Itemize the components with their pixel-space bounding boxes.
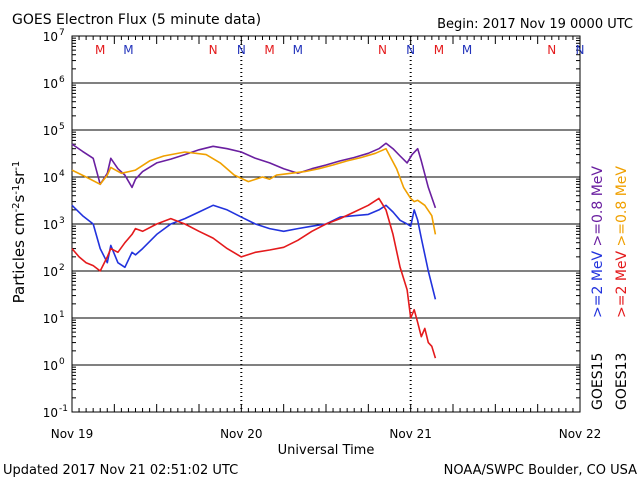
x-tick-label-3: Nov 22 [559, 427, 602, 441]
y-tick-sup-5: 4 [59, 169, 65, 179]
legend-entry-0-0: >=2 MeV [590, 250, 606, 318]
legend-entry-0-1: >=0.8 MeV [590, 166, 606, 251]
y-tick-label-3: 10 [43, 265, 58, 279]
y-axis-label: Particles cm-2s-1sr-1 [10, 161, 28, 304]
y-tick-sup-8: 7 [59, 28, 65, 38]
marker-7: N [406, 43, 415, 57]
y-tick-label-2: 10 [43, 312, 58, 326]
marker-3: N [237, 43, 246, 57]
y-label-part3: sr [10, 170, 28, 185]
y-tick-label-5: 10 [43, 171, 58, 185]
y-tick-label-0: 10 [43, 406, 58, 420]
legend-sat-1: GOES13 [614, 353, 630, 410]
y-label-part2: s [10, 194, 28, 202]
y-tick-label-7: 10 [43, 77, 58, 91]
y-tick-label-4: 10 [43, 218, 58, 232]
x-tick-label-0: Nov 19 [51, 427, 94, 441]
legend-entry-1-0: >=2 MeV [614, 250, 630, 318]
y-label-part1: Particles cm [10, 212, 28, 303]
series-1 [71, 147, 437, 235]
gridlines [72, 82, 580, 366]
y-tick-label-1: 10 [43, 359, 58, 373]
y-tick-sup-0: -1 [59, 404, 68, 414]
y-tick-sup-7: 6 [59, 75, 65, 85]
series-2 [71, 204, 437, 300]
x-tick-label-2: Nov 21 [389, 427, 432, 441]
x-tick-label-1: Nov 20 [220, 427, 263, 441]
begin-time-label: Begin: 2017 Nov 19 0000 UTC [437, 17, 633, 32]
marker-11: N [576, 43, 585, 57]
flux-series [71, 142, 437, 359]
y-tick-label-8: 10 [43, 30, 58, 44]
updated-timestamp: Updated 2017 Nov 21 02:51:02 UTC [3, 463, 238, 478]
marker-4: M [264, 43, 274, 57]
y-tick-sup-4: 3 [59, 216, 65, 226]
legend: GOES15 >=2 MeV >=0.8 MeV GOES13 >=2 MeV >=0… [590, 166, 630, 410]
y-tick-sup-1: 0 [59, 357, 65, 367]
y-tick-sup-3: 2 [59, 263, 65, 273]
series-0 [71, 142, 437, 209]
x-axis-ticks: Nov 19 Nov 20 Nov 21 Nov 22 [51, 36, 602, 441]
legend-entry-1-1: >=0.8 MeV [614, 166, 630, 251]
credit-label: NOAA/SWPC Boulder, CO USA [444, 463, 637, 478]
x-axis-label: Universal Time [278, 443, 375, 458]
marker-1: M [123, 43, 133, 57]
y-label-sup1: -2 [11, 202, 22, 212]
marker-6: N [378, 43, 387, 57]
marker-9: M [462, 43, 472, 57]
chart-title: GOES Electron Flux (5 minute data) [12, 12, 261, 28]
legend-energies-1: >=2 MeV >=0.8 MeV [614, 166, 630, 318]
y-tick-label-6: 10 [43, 124, 58, 138]
marker-0: M [95, 43, 105, 57]
series-3 [71, 197, 437, 359]
y-tick-sup-6: 5 [59, 122, 65, 132]
marker-5: M [293, 43, 303, 57]
legend-sat-0: GOES15 [590, 353, 606, 410]
y-tick-sup-2: 1 [59, 310, 65, 320]
marker-10: N [547, 43, 556, 57]
y-label-sup3: -1 [11, 161, 22, 171]
marker-2: N [209, 43, 218, 57]
legend-energies-0: >=2 MeV >=0.8 MeV [590, 166, 606, 318]
marker-8: M [434, 43, 444, 57]
y-label-sup2: -1 [11, 185, 22, 195]
